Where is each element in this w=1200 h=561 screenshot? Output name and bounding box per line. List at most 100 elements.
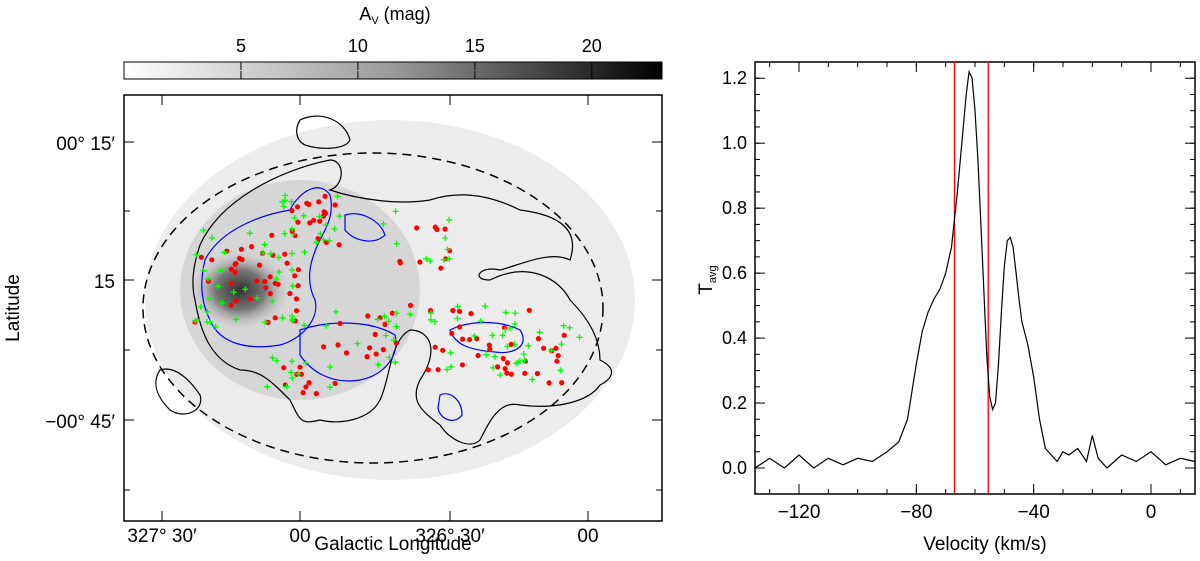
map-point-green <box>492 353 498 360</box>
map-point-red <box>504 370 510 376</box>
map-point-green <box>446 255 453 262</box>
map-point-green <box>246 230 253 237</box>
map-point-red <box>502 366 508 372</box>
map-point-red <box>554 358 560 364</box>
map-point-red <box>535 336 542 342</box>
map-point-red <box>337 320 343 326</box>
map-xtick-label-1: 327° 30′ <box>127 526 197 547</box>
map-point-red <box>232 269 238 275</box>
velocity-range-lines <box>953 62 989 494</box>
map-point-green <box>200 267 207 274</box>
map-point-red <box>267 274 273 280</box>
map-point-green <box>289 282 296 289</box>
map-point-red <box>559 380 565 386</box>
map-point-red <box>249 244 255 250</box>
map-point-green <box>206 295 213 302</box>
map-ytick-label-1: 00° 15′ <box>56 134 115 155</box>
map-point-green <box>273 275 280 282</box>
y-tick-label: 1.2 <box>722 68 747 88</box>
map-point-red <box>553 345 559 351</box>
map-point-red <box>262 279 268 285</box>
map-point-green <box>317 230 324 237</box>
map-point-red <box>307 220 313 226</box>
map-point-green <box>497 372 504 379</box>
contour-high-4 <box>344 213 386 242</box>
map-point-green <box>448 363 455 370</box>
map-point-green <box>242 286 249 293</box>
colorbar-gradient <box>123 61 663 80</box>
map-point-red <box>293 308 300 314</box>
map-point-green <box>279 314 286 321</box>
map-point-green <box>215 283 221 290</box>
map-point-red <box>365 313 371 319</box>
colorbar-tick-label: 15 <box>465 36 485 56</box>
extinction-map: Galactic Longitude Latitude 00° 15′ 15 −… <box>3 94 663 555</box>
map-frame <box>123 94 663 522</box>
map-point-red <box>389 310 395 316</box>
map-point-red <box>297 364 303 370</box>
map-point-red <box>254 278 260 284</box>
map-point-green <box>289 266 295 273</box>
map-point-green <box>230 289 237 296</box>
y-tick-label: 1.0 <box>722 133 747 153</box>
map-point-red <box>382 321 388 327</box>
map-point-red <box>343 350 350 356</box>
map-point-green <box>267 250 274 257</box>
map-point-green <box>557 367 564 374</box>
map-point-green <box>382 332 389 339</box>
map-core <box>190 250 290 330</box>
x-axis-label: Velocity (km/s) <box>923 534 1047 555</box>
map-point-green <box>283 383 290 390</box>
map-point-green <box>502 326 509 333</box>
map-point-green <box>254 294 261 301</box>
y-tick-label: 0.8 <box>722 198 747 218</box>
map-point-red <box>373 351 379 357</box>
map-point-red <box>393 340 399 346</box>
map-point-green <box>454 315 461 322</box>
map-point-green <box>482 303 489 310</box>
map-point-red <box>486 342 492 348</box>
map-point-green <box>536 329 543 336</box>
map-point-green <box>289 225 296 232</box>
map-point-red <box>294 204 301 210</box>
map-point-green <box>289 374 296 381</box>
map-point-green <box>529 376 536 383</box>
map-point-green <box>334 193 341 200</box>
map-point-green <box>375 361 382 368</box>
map-point-green <box>217 267 224 274</box>
colorbar-tick-label: 5 <box>236 36 246 56</box>
map-point-red <box>474 336 480 342</box>
map-point-red <box>306 380 312 386</box>
map-point-red <box>508 341 514 347</box>
map-point-green <box>288 369 295 376</box>
map-point-red <box>281 365 287 371</box>
contour-low-2 <box>155 368 202 415</box>
map-point-green <box>233 316 240 323</box>
map-point-red <box>303 384 309 390</box>
map-point-green <box>193 251 200 258</box>
map-ylabel: Latitude <box>3 274 24 342</box>
map-point-green <box>354 340 361 347</box>
map-point-red <box>522 358 529 364</box>
map-point-red <box>322 210 328 216</box>
map-xtick-label-4: 00 <box>577 526 598 547</box>
map-point-green <box>327 363 333 370</box>
map-point-red <box>284 260 290 266</box>
map-point-red <box>228 302 234 308</box>
map-point-green <box>204 308 211 315</box>
contour-high-2 <box>449 321 524 354</box>
map-point-red <box>449 330 455 337</box>
contour-high-5 <box>437 393 463 421</box>
map-point-green <box>427 316 434 323</box>
map-point-green <box>393 310 400 317</box>
map-point-red <box>293 296 300 302</box>
map-point-red <box>295 267 301 273</box>
map-point-red <box>287 290 293 297</box>
y-tick-label: 0.0 <box>722 458 747 478</box>
map-point-red <box>442 226 448 232</box>
map-ytick-label-2: 15 <box>94 272 115 293</box>
map-point-red <box>228 266 234 272</box>
map-point-green <box>385 318 392 325</box>
map-point-green <box>194 317 201 323</box>
